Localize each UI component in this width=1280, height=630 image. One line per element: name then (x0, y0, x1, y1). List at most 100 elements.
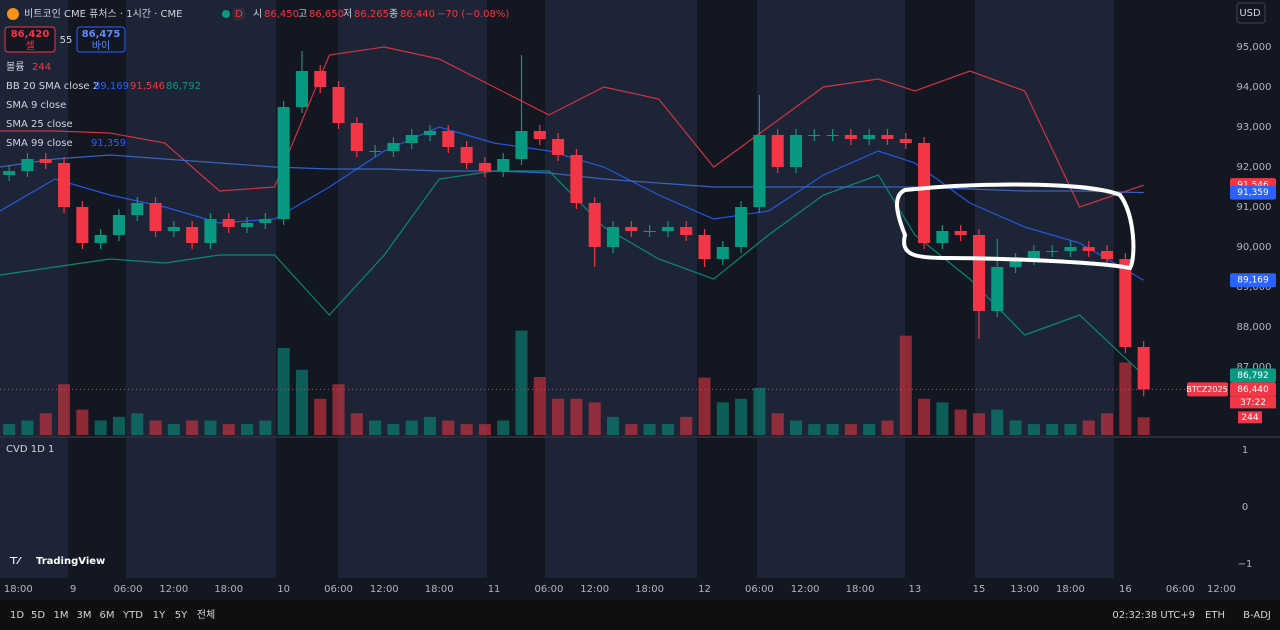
x-tick-label: 12:00 (370, 584, 399, 595)
candle-body (899, 139, 912, 143)
range-button[interactable]: 1M (54, 610, 69, 621)
candle-body (387, 143, 400, 151)
candle-body (39, 159, 52, 163)
legend-label[interactable]: BB 20 SMA close 2 (6, 81, 99, 92)
candle-body (698, 235, 711, 259)
volume-bar (808, 424, 821, 435)
ohlc-label: 시 (253, 8, 262, 20)
candle-body (771, 135, 784, 167)
candle-body (222, 219, 235, 227)
volume-bar (918, 398, 931, 435)
x-tick-label: 12:00 (159, 584, 188, 595)
price-label-box (1230, 368, 1276, 383)
price-label: 86,792 (1237, 371, 1269, 381)
x-tick-label: 15 (973, 584, 986, 595)
candle-body (1137, 347, 1150, 390)
range-button[interactable]: 1Y (153, 610, 166, 621)
volume-bar (515, 330, 528, 435)
legend-value: 86,792 (166, 81, 201, 92)
x-tick-label: 13 (909, 584, 922, 595)
session-band (1114, 0, 1228, 578)
range-button[interactable]: 3M (77, 610, 92, 621)
legend-label[interactable]: SMA 25 close (6, 119, 73, 130)
candle-body (350, 123, 363, 151)
candle-body (808, 135, 821, 136)
volume-bar (149, 420, 162, 435)
candle-body (186, 227, 199, 243)
legend-label[interactable]: SMA 9 close (6, 100, 66, 111)
cvd-title[interactable]: CVD 1D 1 (6, 444, 54, 455)
buy-price: 86,475 (82, 29, 121, 40)
candle-body (881, 135, 894, 139)
change: −70 (−0.08%) (437, 9, 509, 20)
candle-body (423, 131, 437, 135)
volume-bar (460, 424, 473, 435)
range-button[interactable]: 전체 (197, 609, 215, 621)
x-tick-label: 12:00 (580, 584, 609, 595)
session-toggle[interactable]: ETH (1205, 610, 1225, 621)
x-tick-label: 06:00 (114, 584, 143, 595)
session-band (68, 0, 126, 578)
volume-bar (1009, 420, 1022, 435)
candle-body (570, 155, 583, 203)
plot: 87,000 88,000 89,000 90,000 91,000 92,000 93,0… (0, 42, 1276, 595)
legend-value: 91,546 (130, 81, 165, 92)
session-band (697, 0, 757, 578)
symbol-title[interactable]: 비트코인 CME 퓨처스 · 1시간 · CME (24, 8, 182, 20)
volume-bar (58, 384, 71, 435)
candle-body (1119, 259, 1132, 347)
range-button[interactable]: 1D (10, 610, 24, 621)
bottom-toolbar (0, 600, 1280, 630)
toolbar: 1D 5D 1M 3M 6M YTD 1Y 5Y 전체 02:32:38 UTC+9 ETH B-AD… (10, 609, 1271, 621)
x-tick-label: 10 (277, 584, 290, 595)
x-tick-label: 06:00 (324, 584, 353, 595)
adjustment-toggle[interactable]: B-ADJ (1243, 610, 1271, 621)
candle-body (58, 163, 71, 207)
volume-bar (332, 384, 345, 435)
currency[interactable]: USD (1239, 8, 1261, 19)
volume-bar (1046, 424, 1059, 435)
range-button[interactable]: YTD (122, 610, 143, 621)
x-tick-label: 06:00 (535, 584, 564, 595)
candle-body (515, 131, 528, 159)
legend-label[interactable]: 볼륨 (6, 61, 24, 73)
volume-bar (277, 348, 290, 435)
volume-bar (222, 424, 235, 435)
hand-drawn-annotation (895, 182, 1136, 271)
candle-body (167, 227, 180, 231)
sell-button[interactable] (4, 26, 56, 53)
volume-bar (3, 424, 16, 435)
currency-button[interactable] (1236, 2, 1266, 24)
candle-body (716, 247, 729, 259)
y-tick-label: 87,000 (1237, 362, 1272, 373)
volume-bar (112, 416, 125, 435)
sell-price: 86,420 (11, 29, 50, 40)
volume-bar (991, 409, 1004, 435)
status-dot (222, 10, 230, 18)
legend-value: 91,359 (91, 138, 126, 149)
watermark-logo: ⊤⁄ (9, 556, 22, 567)
cvd-tick-label: −1 (1238, 559, 1253, 570)
range-button[interactable]: 5Y (175, 610, 188, 621)
x-tick-label: 13:00 (1010, 584, 1039, 595)
y-tick-label: 94,000 (1237, 82, 1272, 93)
cvd-tick-label: 1 (1242, 445, 1248, 456)
candle-body (643, 231, 656, 232)
session-band (487, 0, 545, 578)
buy-label: 바이 (92, 40, 110, 52)
symbol-tag: BTCZ2025 (1186, 385, 1227, 394)
buy-button[interactable] (76, 26, 126, 53)
watermark: TradingView (36, 556, 105, 567)
x-tick-label: 12:00 (1207, 584, 1236, 595)
badge-bg (232, 7, 246, 21)
volume-bar (39, 413, 52, 435)
range-button[interactable]: 6M (100, 610, 115, 621)
candle-body (497, 159, 510, 171)
y-tick-label: 88,000 (1237, 322, 1272, 333)
candle-body (3, 171, 16, 175)
volume-bar (698, 377, 711, 435)
legend-label[interactable]: SMA 99 close (6, 138, 73, 149)
range-button[interactable]: 5D (31, 610, 45, 621)
y-tick-label: 92,000 (1237, 162, 1272, 173)
